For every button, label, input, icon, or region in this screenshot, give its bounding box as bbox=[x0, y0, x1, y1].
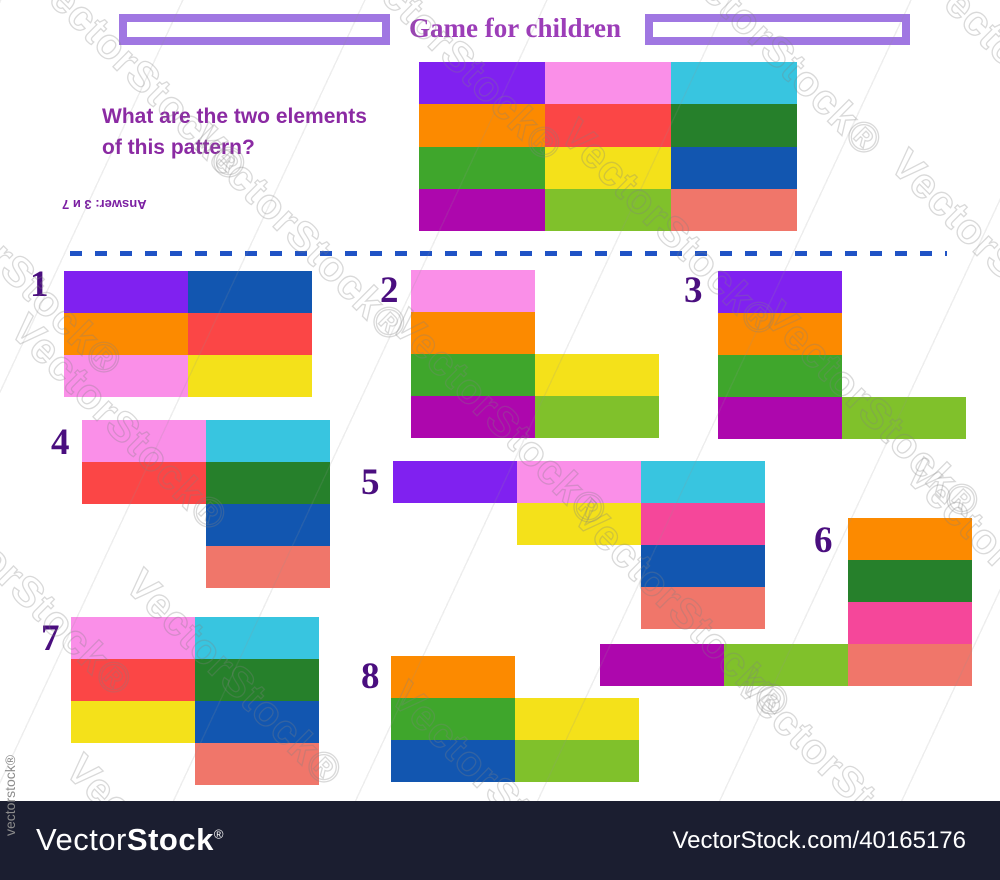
question-text: What are the two elements of this patter… bbox=[102, 101, 367, 163]
color-cell-green bbox=[391, 698, 515, 740]
color-cell-pink bbox=[517, 461, 641, 503]
figure-number-1: 1 bbox=[30, 264, 49, 305]
color-cell-yellowgreen bbox=[842, 397, 966, 439]
color-cell-cyan bbox=[641, 461, 765, 503]
logo-vector-text: Vector bbox=[36, 822, 127, 857]
color-cell-yellowgreen bbox=[545, 188, 671, 231]
logo-stock-text: Stock bbox=[126, 822, 214, 857]
question-line-1: What are the two elements bbox=[102, 105, 367, 128]
color-cell-yellow bbox=[71, 701, 195, 743]
color-cell-blue bbox=[188, 271, 312, 313]
color-cell-red bbox=[188, 313, 312, 355]
color-cell-yellow bbox=[545, 146, 671, 189]
color-cell-magenta bbox=[600, 644, 724, 686]
color-cell-cyan bbox=[671, 62, 797, 105]
question-line-2: of this pattern? bbox=[102, 136, 255, 159]
color-cell-pink bbox=[71, 617, 195, 659]
color-cell-purple bbox=[393, 461, 517, 503]
color-cell-pink bbox=[411, 270, 535, 312]
color-cell-purple bbox=[718, 271, 842, 313]
color-cell-yellow bbox=[535, 354, 659, 396]
color-cell-hotpink bbox=[848, 602, 972, 644]
color-cell-salmon bbox=[848, 644, 972, 686]
dashed-separator bbox=[70, 251, 947, 256]
color-cell-pink bbox=[545, 62, 671, 105]
page-title: Game for children bbox=[409, 13, 621, 43]
color-cell-darkgreen bbox=[671, 104, 797, 147]
figure-number-7: 7 bbox=[41, 618, 60, 659]
color-cell-pink bbox=[82, 420, 206, 462]
side-watermark: vectorstock® bbox=[2, 754, 18, 836]
header-decoration-bar-left bbox=[119, 14, 390, 45]
color-cell-blue bbox=[671, 146, 797, 189]
color-cell-yellow bbox=[188, 355, 312, 397]
color-cell-salmon bbox=[206, 546, 330, 588]
color-cell-darkgreen bbox=[848, 560, 972, 602]
footer-bar: VectorStock® VectorStock.com/40165176 bbox=[0, 801, 1000, 880]
figure-number-3: 3 bbox=[684, 270, 703, 311]
color-cell-green bbox=[419, 146, 545, 189]
figure-number-5: 5 bbox=[361, 462, 380, 503]
color-cell-yellow bbox=[517, 503, 641, 545]
color-cell-salmon bbox=[195, 743, 319, 785]
figure-number-6: 6 bbox=[814, 520, 833, 561]
color-cell-red bbox=[71, 659, 195, 701]
header-decoration-bar-right bbox=[645, 14, 910, 45]
color-cell-salmon bbox=[671, 188, 797, 231]
color-cell-darkgreen bbox=[195, 659, 319, 701]
color-cell-yellowgreen bbox=[724, 644, 848, 686]
color-cell-orange bbox=[718, 313, 842, 355]
color-cell-orange bbox=[848, 518, 972, 560]
color-cell-hotpink bbox=[641, 503, 765, 545]
color-cell-pink bbox=[64, 355, 188, 397]
logo-reg-mark: ® bbox=[213, 826, 224, 842]
color-cell-blue bbox=[641, 545, 765, 587]
color-cell-yellowgreen bbox=[515, 740, 639, 782]
color-cell-yellow bbox=[515, 698, 639, 740]
footer-url: VectorStock.com/40165176 bbox=[672, 827, 966, 854]
color-cell-cyan bbox=[206, 420, 330, 462]
color-cell-red bbox=[82, 462, 206, 504]
color-cell-blue bbox=[195, 701, 319, 743]
color-cell-blue bbox=[206, 504, 330, 546]
color-cell-magenta bbox=[419, 188, 545, 231]
color-cell-green bbox=[411, 354, 535, 396]
color-cell-magenta bbox=[411, 396, 535, 438]
vectorstock-logo: VectorStock® bbox=[36, 822, 224, 858]
color-cell-orange bbox=[419, 104, 545, 147]
color-cell-salmon bbox=[641, 587, 765, 629]
color-cell-green bbox=[718, 355, 842, 397]
color-cell-orange bbox=[411, 312, 535, 354]
color-cell-yellowgreen bbox=[535, 396, 659, 438]
figure-number-4: 4 bbox=[51, 422, 70, 463]
color-cell-magenta bbox=[718, 397, 842, 439]
color-cell-orange bbox=[64, 313, 188, 355]
color-cell-purple bbox=[64, 271, 188, 313]
color-cell-cyan bbox=[195, 617, 319, 659]
color-cell-purple bbox=[419, 62, 545, 105]
figure-number-8: 8 bbox=[361, 656, 380, 697]
figure-number-2: 2 bbox=[380, 270, 399, 311]
color-cell-darkgreen bbox=[206, 462, 330, 504]
color-cell-orange bbox=[391, 656, 515, 698]
color-cell-red bbox=[545, 104, 671, 147]
color-cell-blue bbox=[391, 740, 515, 782]
